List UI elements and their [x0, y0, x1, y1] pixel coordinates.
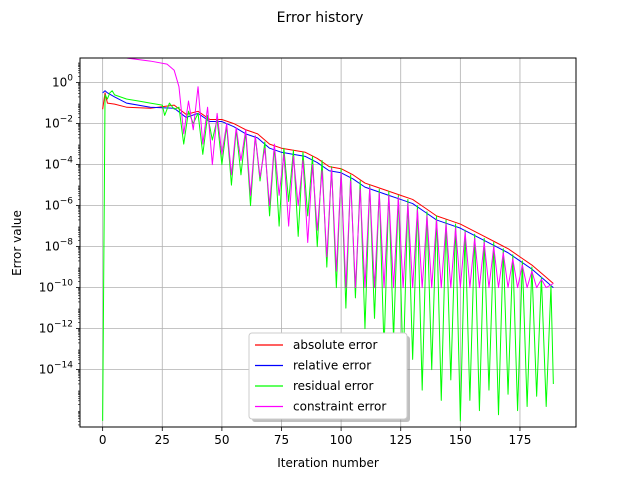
legend-label: relative error: [293, 359, 371, 373]
y-tick-label: 10−4: [44, 156, 73, 172]
y-tick-label: 10−6: [44, 197, 73, 213]
y-tick-label: 10−12: [39, 320, 73, 336]
y-axis: 100 10−2 10−4 10−6 10−8 10−10 10−12 10−14: [39, 62, 80, 426]
legend: absolute error relative error residual err…: [248, 332, 410, 422]
x-tick-label: 0: [99, 433, 107, 447]
series-line-residual-error: [102, 90, 554, 422]
legend-label: absolute error: [293, 338, 378, 352]
y-axis-label: Error value: [10, 210, 24, 276]
chart-title: Error history: [277, 10, 364, 26]
y-tick-label: 10−14: [39, 361, 74, 377]
y-tick-label: 10−8: [44, 238, 73, 254]
series-lines: [102, 58, 554, 422]
legend-label: residual error: [293, 379, 373, 393]
x-tick-label: 150: [449, 433, 472, 447]
series-line-relative-error: [102, 90, 554, 288]
x-axis: 0 25 50 75 100 125 150 175: [99, 427, 532, 447]
x-axis-label: Iteration number: [277, 456, 379, 470]
x-tick-label: 50: [214, 433, 229, 447]
x-tick-label: 25: [155, 433, 170, 447]
x-tick-label: 75: [274, 433, 289, 447]
plot-frame: [79, 57, 577, 428]
x-tick-label: 125: [389, 433, 412, 447]
legend-label: constraint error: [293, 400, 386, 414]
x-tick-label: 100: [330, 433, 353, 447]
y-tick-label: 10−10: [39, 279, 74, 295]
y-tick-label: 10−2: [44, 115, 73, 131]
series-line-constraint-error: [102, 58, 554, 289]
legend-box: [248, 332, 408, 420]
series-line-absolute-error: [102, 92, 554, 284]
y-tick-label: 100: [52, 74, 73, 90]
x-tick-label: 175: [509, 433, 532, 447]
